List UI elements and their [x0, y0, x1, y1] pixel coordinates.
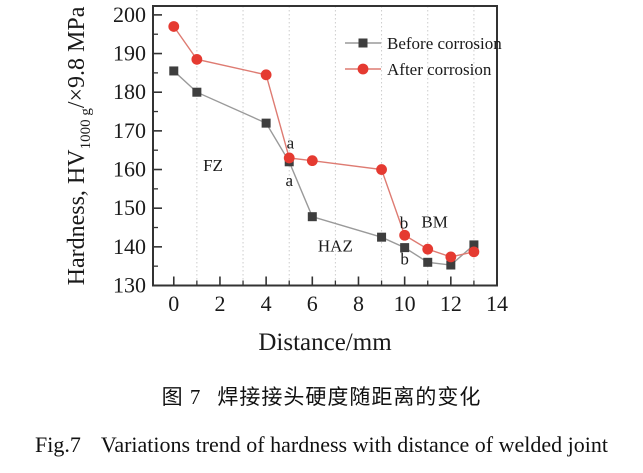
annotation-a: a [285, 171, 293, 190]
y-tick-label: 150 [113, 195, 146, 220]
legend-item-before-corrosion: Before corrosion [345, 34, 502, 53]
x-tick-label: 6 [307, 291, 318, 316]
annotations: aa bb FZ HAZ BM [203, 133, 448, 268]
caption-english: Fig.7 Variations trend of hardness with d… [0, 432, 643, 458]
annotation-a: a [287, 133, 295, 152]
axis-ticks [153, 14, 498, 287]
plot-border [152, 5, 498, 287]
legend-label-after-corrosion: After corrosion [387, 60, 492, 79]
annotation-b: b [400, 213, 409, 232]
data-point-before-corrosion [469, 240, 479, 250]
tick-labels: 0 2 4 6 8 10 12 14 130 140 150 160 170 180 190 200 [113, 2, 508, 316]
x-tick-label: 8 [353, 291, 364, 316]
caption-chinese: 图 7 焊接接头硬度随距离的变化 [0, 381, 643, 411]
data-series [168, 21, 480, 270]
data-point-before-corrosion [307, 212, 317, 222]
y-tick-label: 200 [113, 2, 146, 27]
y-tick-label: 130 [113, 273, 146, 298]
data-point-after-corrosion [260, 69, 272, 81]
y-tick-label: 190 [113, 41, 146, 66]
y-tick-label: 170 [113, 118, 146, 143]
caption-chinese-label: 图 7 [161, 385, 202, 409]
y-axis-title-suffix: /×9.8 MPa [64, 6, 90, 108]
data-point-after-corrosion [376, 164, 387, 175]
annotation-bm: BM [421, 213, 447, 232]
data-point-before-corrosion [261, 118, 271, 128]
data-point-before-corrosion [169, 66, 179, 76]
annotation-b: b [400, 249, 409, 268]
legend: Before corrosion After corrosion [345, 34, 502, 79]
data-point-after-corrosion [306, 155, 318, 167]
annotation-fz: FZ [203, 156, 223, 175]
x-tick-label: 14 [486, 291, 508, 316]
legend-marker-before-corrosion [358, 38, 368, 48]
x-tick-label: 10 [394, 291, 416, 316]
data-point-after-corrosion [445, 251, 457, 263]
data-point-before-corrosion [192, 87, 202, 97]
x-tick-label: 2 [214, 291, 225, 316]
annotation-haz: HAZ [318, 236, 353, 255]
data-point-before-corrosion [377, 232, 387, 242]
y-axis-title: Hardness, HV1000 g/×9.8 MPa [64, 6, 94, 285]
y-tick-label: 140 [113, 234, 146, 259]
data-point-after-corrosion [399, 229, 411, 241]
x-tick-label: 4 [261, 291, 272, 316]
x-axis-title: Distance/mm [258, 329, 392, 356]
data-point-after-corrosion [168, 21, 180, 32]
plot-frame [152, 5, 498, 287]
caption-english-text: Variations trend of hardness with distan… [100, 432, 608, 457]
legend-marker-after-corrosion [357, 63, 369, 75]
caption-english-label: Fig.7 [35, 432, 81, 457]
legend-label-before-corrosion: Before corrosion [387, 34, 502, 53]
y-axis-title-subscript: 1000 g [78, 108, 94, 150]
legend-item-after-corrosion: After corrosion [345, 60, 492, 79]
y-tick-label: 160 [113, 157, 146, 182]
y-tick-label: 180 [113, 79, 146, 104]
y-axis-title-prefix: Hardness, HV [64, 149, 90, 286]
caption-chinese-text: 焊接接头硬度随距离的变化 [217, 385, 482, 409]
data-point-after-corrosion [468, 246, 480, 258]
data-point-after-corrosion [422, 243, 434, 255]
series-line-before-corrosion [173, 70, 475, 266]
data-point-before-corrosion [400, 243, 410, 253]
x-tick-label: 0 [168, 291, 179, 316]
series-line-after-corrosion [173, 26, 475, 258]
data-point-before-corrosion [446, 260, 456, 270]
hardness-chart: 0 2 4 6 8 10 12 14 130 140 150 160 170 180 190 200 Befo… [64, 2, 508, 356]
x-tick-label: 12 [440, 291, 462, 316]
data-point-before-corrosion [423, 257, 433, 267]
data-point-after-corrosion [191, 53, 203, 65]
data-point-after-corrosion [283, 152, 295, 164]
